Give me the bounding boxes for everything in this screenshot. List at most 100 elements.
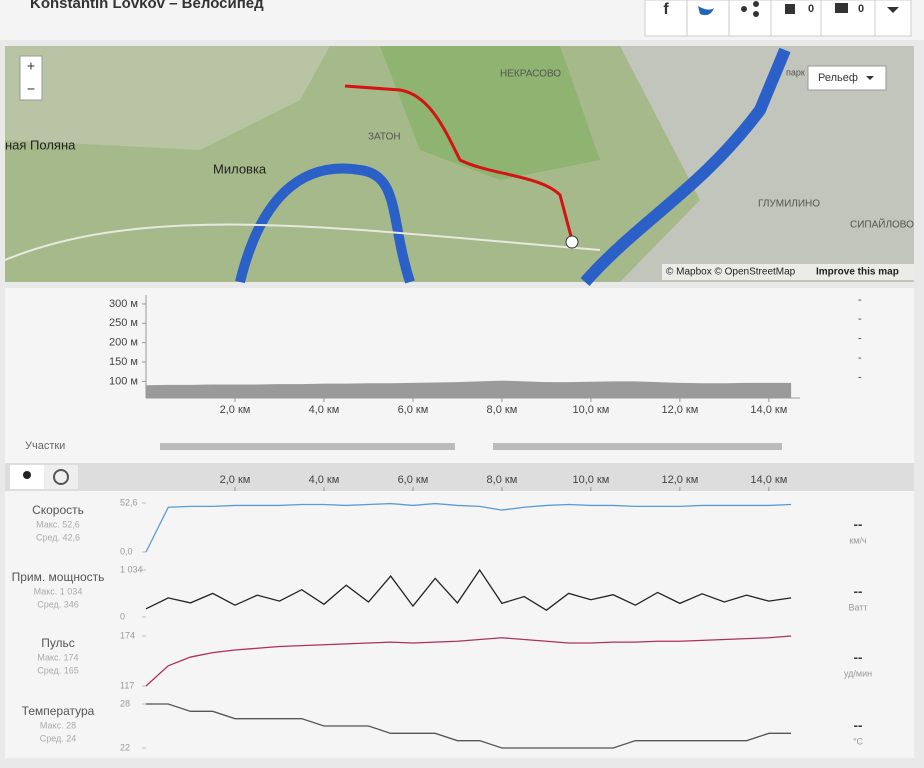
y-tick-label: 174 <box>120 630 135 640</box>
x-tick-label: 10,0 км <box>572 474 609 486</box>
stream-avg: Сред. 42,6 <box>36 532 80 542</box>
stream-current: -- <box>854 583 863 598</box>
share-buttons: f 0 0 <box>644 0 912 37</box>
stream-current: -- <box>854 717 863 732</box>
zoom-out[interactable]: − <box>27 81 35 97</box>
city-area <box>620 46 914 282</box>
route <box>344 84 574 241</box>
twitter-button[interactable] <box>686 0 730 37</box>
map-area <box>5 46 330 150</box>
facebook-icon: f <box>663 1 669 18</box>
x-tick-label: 14,0 км <box>750 474 787 486</box>
segment-bar[interactable] <box>160 443 455 450</box>
share-icon <box>753 11 759 17</box>
map-label: ная Поляна <box>5 137 76 152</box>
facebook-button[interactable] <box>644 0 688 37</box>
stream-avg: Сред. 346 <box>37 599 79 609</box>
share-icon <box>741 6 747 12</box>
x-tick-label: 6,0 км <box>398 474 429 486</box>
y-tick-label: 0 <box>120 611 125 621</box>
stream-name: Пульс <box>41 636 75 650</box>
comment-icon <box>835 3 848 13</box>
stat-placeholder: - <box>858 333 862 345</box>
map-label: парк <box>786 67 805 77</box>
stat-placeholder: - <box>858 294 862 306</box>
stream-max: Макс. 28 <box>40 720 76 730</box>
share-button[interactable] <box>728 0 772 37</box>
forest-area <box>380 46 600 180</box>
x-tick-label: 2,0 км <box>220 404 251 416</box>
share-icon <box>753 1 759 7</box>
x-tick-label: 4,0 км <box>309 404 340 416</box>
stream-unit: уд/мин <box>844 668 872 678</box>
map-label: ЗАТОН <box>368 132 401 143</box>
dropdown-icon <box>866 76 874 80</box>
pin-icon <box>23 471 31 479</box>
x-tick-label: 8,0 км <box>487 474 518 486</box>
river <box>580 47 791 286</box>
stream-unit: Ватт <box>848 602 867 612</box>
stat-placeholder: - <box>858 371 862 383</box>
activity-title: Konstantin Lovkov – Велосипед <box>30 0 264 12</box>
y-tick-label: 28 <box>120 698 130 708</box>
road <box>4 223 601 261</box>
stream-current: -- <box>854 649 863 664</box>
stream-unit: км/ч <box>849 535 867 545</box>
x-tick-label: 12,0 км <box>661 404 698 416</box>
stream-line <box>145 568 792 611</box>
charts-panel <box>5 288 914 758</box>
y-tick-label: 52,6 <box>120 497 138 507</box>
y-tick-label: 22 <box>120 742 130 752</box>
more-button[interactable] <box>874 0 912 37</box>
stream-line <box>145 635 792 687</box>
y-tick-label: 150 м <box>109 356 138 368</box>
like-count: 0 <box>808 3 814 15</box>
stream-avg: Сред. 165 <box>37 665 79 675</box>
zoom-in[interactable]: + <box>27 58 35 74</box>
attribution: © Mapbox © OpenStreetMap <box>666 267 796 278</box>
stream-avg: Сред. 24 <box>40 733 77 743</box>
y-tick-label: 117 <box>120 680 134 690</box>
stream-line <box>145 502 792 553</box>
y-tick-label: 250 м <box>109 317 138 329</box>
map[interactable]: + − Рельеф НЕКРАСОВО ЗАТОН Миловка ная П… <box>4 46 914 286</box>
segment-bar[interactable] <box>493 443 782 450</box>
y-tick-label: 100 м <box>109 375 138 387</box>
stream-unit: °C <box>853 736 864 746</box>
x-tick-label: 10,0 км <box>572 404 609 416</box>
y-tick-label: 1 034 <box>120 564 143 574</box>
x-tick-label: 12,0 км <box>661 474 698 486</box>
y-tick-label: 300 м <box>109 298 138 310</box>
stream-name: Температура <box>22 704 95 718</box>
x-tick-label: 8,0 км <box>487 404 518 416</box>
x-tick-label: 6,0 км <box>398 404 429 416</box>
layer-button[interactable] <box>807 65 887 91</box>
like-button[interactable] <box>770 0 822 37</box>
segments-label: Участки <box>25 440 65 452</box>
layer-button-label: Рельеф <box>818 72 858 84</box>
comment-count: 0 <box>858 3 864 15</box>
improve-link[interactable]: Improve this map <box>816 267 899 278</box>
map-label: Миловка <box>213 161 267 176</box>
stream-line <box>146 703 792 749</box>
stream-max: Макс. 1 034 <box>34 586 83 596</box>
x-tick-label: 2,0 км <box>220 474 251 486</box>
elevation-area <box>146 380 792 398</box>
stream-max: Макс. 52,6 <box>36 519 80 529</box>
zoom-control <box>19 55 43 101</box>
like-icon <box>785 4 795 14</box>
stat-placeholder: - <box>858 352 862 364</box>
stream-toolbar <box>5 463 914 491</box>
map-label: СИПАЙЛОВО <box>850 218 914 231</box>
twitter-icon <box>698 6 714 16</box>
clock-icon <box>53 469 69 485</box>
stat-placeholder: - <box>858 313 862 325</box>
river <box>235 163 415 284</box>
time-toggle[interactable] <box>44 465 78 489</box>
map-label: НЕКРАСОВО <box>500 69 561 80</box>
y-tick-label: 0,0 <box>120 546 133 556</box>
stream-name: Прим. мощность <box>12 570 105 584</box>
stream-current: -- <box>854 516 863 531</box>
stream-max: Макс. 174 <box>37 652 78 662</box>
attribution-box <box>662 264 914 280</box>
